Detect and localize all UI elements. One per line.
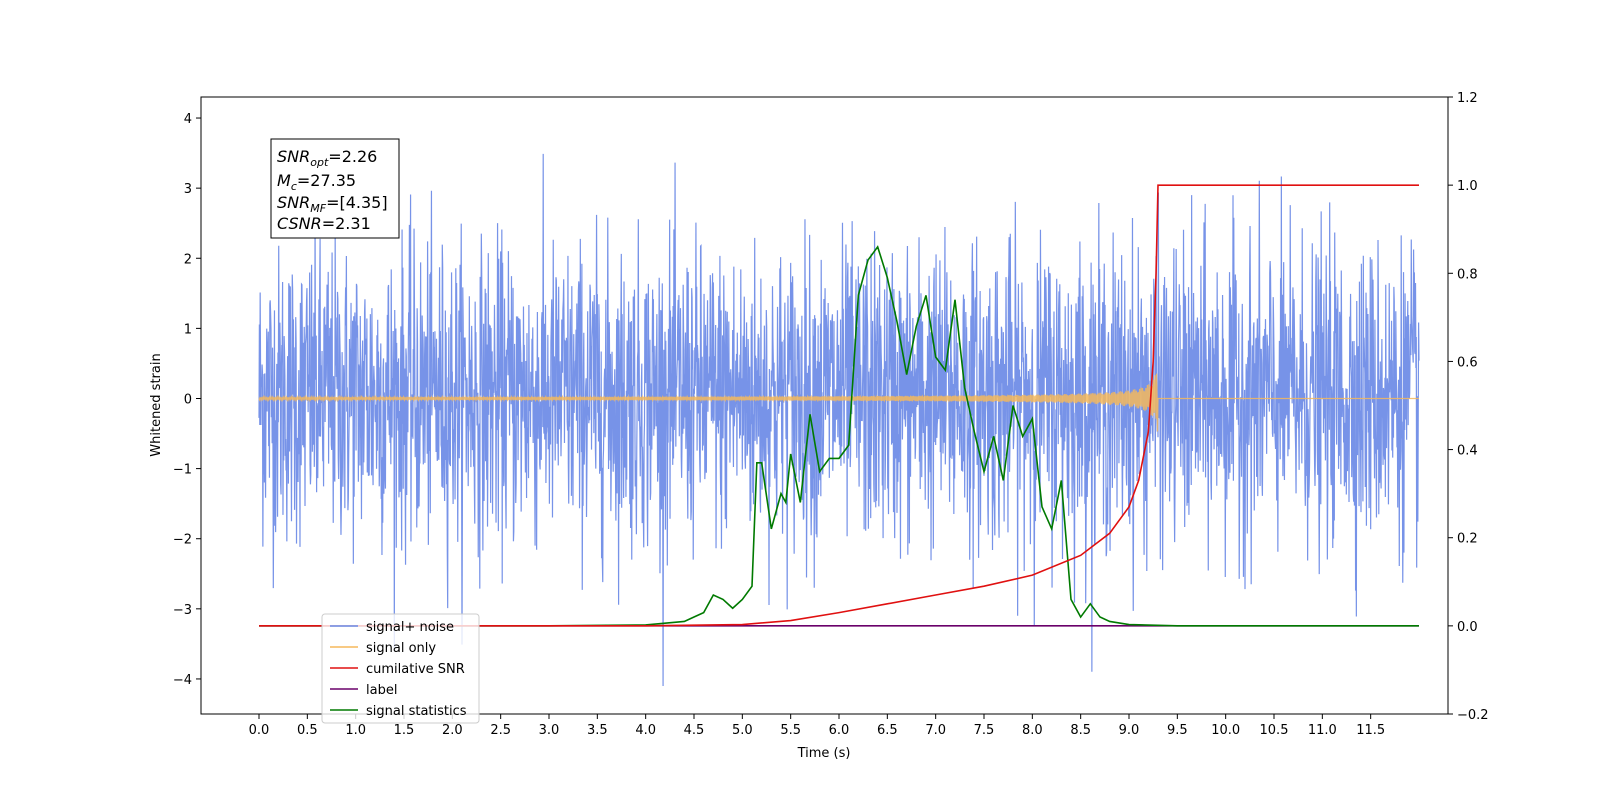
legend-label-signal-only: signal only [366, 641, 436, 656]
legend-entry-signal-only: signal only [330, 641, 436, 656]
series-signal-noise-line [258, 153, 1420, 686]
annotation-box: SNRopt=2.26 Mc=27.35 SNRMF=[4.35] CSNR=2… [270, 138, 400, 239]
y-right-tick-label: 0.8 [1457, 267, 1478, 282]
legend: signal+ noise signal only cumilative SNR… [321, 613, 480, 724]
x-tick-label: 9.0 [1119, 723, 1140, 738]
x-tick-label: 4.0 [635, 723, 656, 738]
y-left-tick-label: −4 [173, 673, 192, 688]
y-right-tick-label: 0.0 [1457, 620, 1478, 635]
x-tick-label: 1.0 [345, 723, 366, 738]
annotation-line-mc: Mc=27.35 [277, 171, 356, 193]
y-left-tick-label: 4 [184, 112, 192, 127]
x-tick-label: 9.5 [1167, 723, 1188, 738]
x-tick-label: 7.0 [925, 723, 946, 738]
x-tick-label: 3.5 [587, 723, 608, 738]
y-right-tick-label: −0.2 [1457, 708, 1489, 723]
x-tick-label: 10.0 [1211, 723, 1240, 738]
x-tick-label: 3.0 [539, 723, 560, 738]
y-right-tick-label: 0.4 [1457, 444, 1478, 459]
y-left-tick-label: 1 [184, 322, 192, 337]
plot-frame [200, 96, 1449, 715]
x-tick-label: 5.5 [780, 723, 801, 738]
x-tick-label: 6.0 [829, 723, 850, 738]
y-left-tick-label: −1 [173, 463, 192, 478]
legend-label-signal-statistics: signal statistics [366, 704, 467, 719]
y-right-tick-label: 0.2 [1457, 532, 1478, 547]
legend-entry-signal-statistics: signal statistics [330, 704, 467, 719]
x-tick-label: 0.0 [249, 723, 270, 738]
legend-entry-signal-noise: signal+ noise [330, 620, 454, 635]
y-left-tick-label: 2 [184, 252, 192, 267]
series-signal-statistics-line [259, 245, 1419, 627]
y-left-tick-label: −2 [173, 533, 192, 548]
x-tick-label: 2.0 [442, 723, 463, 738]
axes-layer: 0.0 0.5 1.0 1.5 2.0 2.5 3.0 3.5 4.0 4.5 5.0 5.5 6.0 6… [173, 91, 1489, 738]
legend-entry-label: label [330, 683, 397, 698]
annotation-line-csnr: CSNR=2.31 [277, 214, 371, 233]
x-tick-label: 2.5 [490, 723, 511, 738]
series-cumilative-snr-line [259, 184, 1419, 627]
y-left-tick-label: −3 [173, 603, 192, 618]
annotation-line-snr-mf: SNRMF=[4.35] [277, 193, 388, 215]
x-tick-label: 8.5 [1070, 723, 1091, 738]
x-tick-label: 11.5 [1356, 723, 1385, 738]
y-left-tick-label: 3 [184, 182, 192, 197]
annotation-line-snr-opt: SNRopt=2.26 [277, 147, 377, 169]
legend-label-cumilative-snr: cumilative SNR [366, 662, 465, 677]
y-right-tick-label: 1.0 [1457, 179, 1478, 194]
x-tick-label: 5.0 [732, 723, 753, 738]
x-tick-label: 6.5 [877, 723, 898, 738]
y-axis-label-left: Whitened strain [149, 353, 164, 456]
legend-label-label: label [366, 683, 397, 698]
x-tick-label: 1.5 [394, 723, 415, 738]
series-signal-only-line [258, 373, 1419, 432]
legend-entry-cumilative-snr: cumilative SNR [330, 662, 465, 677]
y-left-tick-label: 0 [184, 392, 192, 407]
x-tick-label: 8.0 [1022, 723, 1043, 738]
legend-label-signal-noise: signal+ noise [366, 620, 454, 635]
x-tick-label: 4.5 [684, 723, 705, 738]
x-tick-label: 0.5 [297, 723, 318, 738]
x-tick-label: 11.0 [1308, 723, 1337, 738]
y-right-tick-label: 0.6 [1457, 355, 1478, 370]
y-right-tick-label: 1.2 [1457, 91, 1478, 106]
x-tick-label: 10.5 [1260, 723, 1289, 738]
x-axis-label: Time (s) [797, 746, 851, 761]
x-tick-label: 7.5 [974, 723, 995, 738]
